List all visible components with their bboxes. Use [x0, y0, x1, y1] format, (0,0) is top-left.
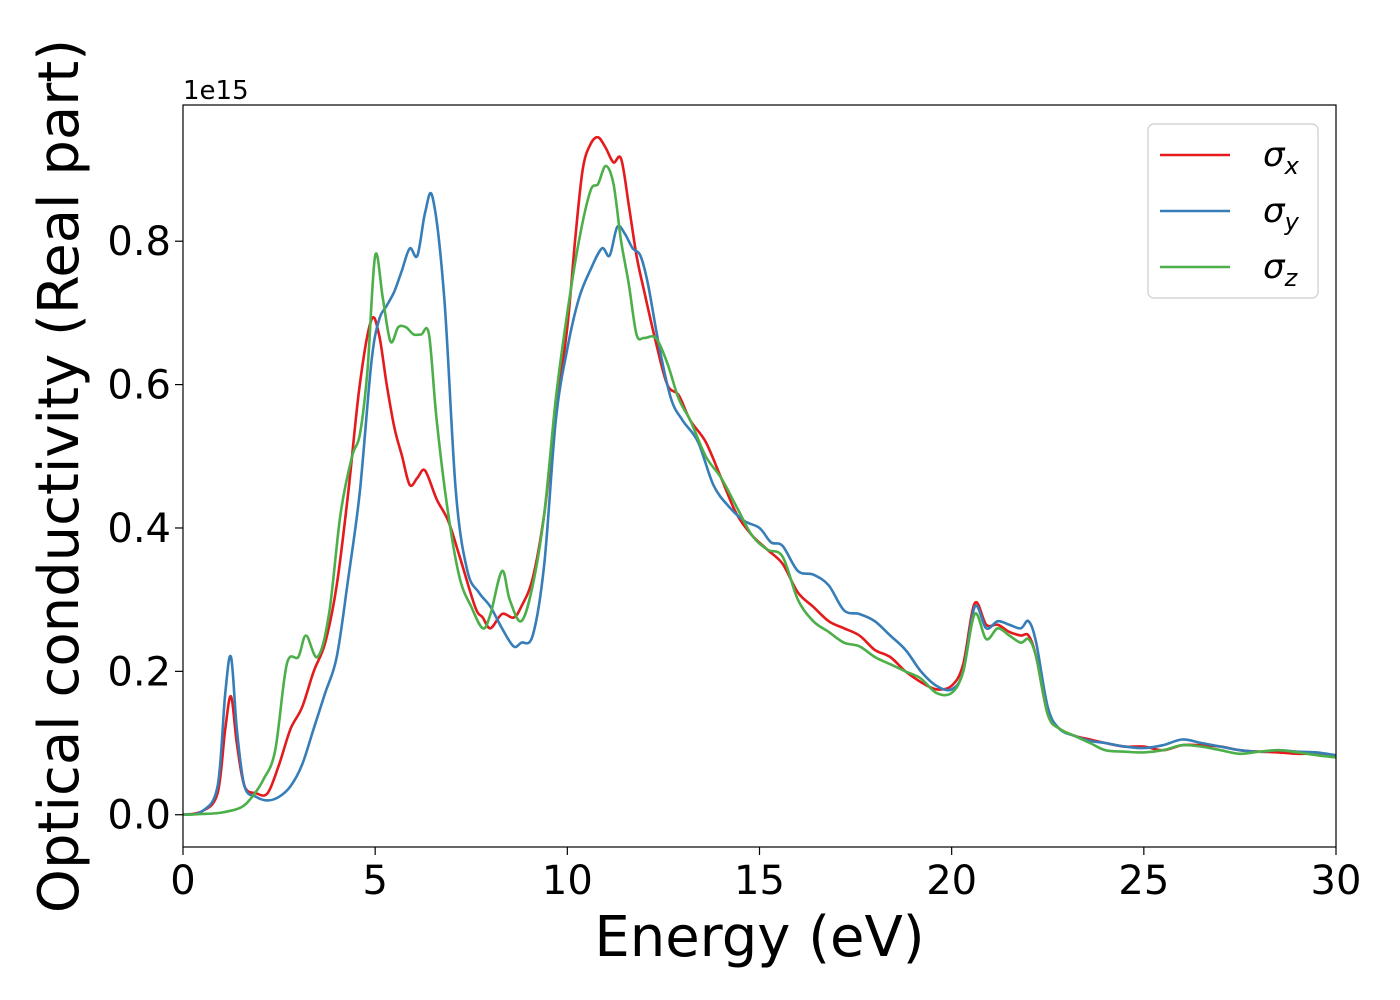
x-tick-label: 30 [1311, 858, 1362, 904]
y-tick-label: 0.2 [107, 649, 171, 695]
y-tick-label: 0.8 [107, 219, 171, 265]
series-line-z [183, 164, 1336, 816]
x-tick-label: 20 [926, 858, 977, 904]
x-axis-ticks: 0 5 10 15 20 25 30 [170, 847, 1361, 904]
y-axis-label: Optical conductivity (Real part) [27, 39, 92, 913]
legend: σx σy σz [1147, 123, 1319, 299]
y-tick-label: 0.6 [107, 363, 171, 409]
y-tick-label: 0.0 [107, 793, 171, 839]
y-tick-label: 0.4 [107, 506, 171, 552]
legend-label-x: σx [1263, 135, 1300, 180]
x-tick-label: 0 [170, 858, 195, 904]
x-tick-label: 25 [1118, 858, 1169, 904]
series-line-y [183, 191, 1336, 816]
x-tick-label: 5 [362, 858, 387, 904]
x-tick-label: 15 [734, 858, 785, 904]
x-axis-label: Energy (eV) [594, 905, 924, 970]
y-offset-label: 1e15 [183, 76, 249, 106]
legend-label-z: σz [1263, 247, 1299, 292]
legend-label-y: σy [1263, 191, 1300, 236]
series-lines [183, 135, 1336, 816]
legend-box [1147, 123, 1319, 299]
x-tick-label: 10 [542, 858, 593, 904]
y-axis-ticks: 0.0 0.2 0.4 0.6 0.8 [107, 219, 183, 839]
